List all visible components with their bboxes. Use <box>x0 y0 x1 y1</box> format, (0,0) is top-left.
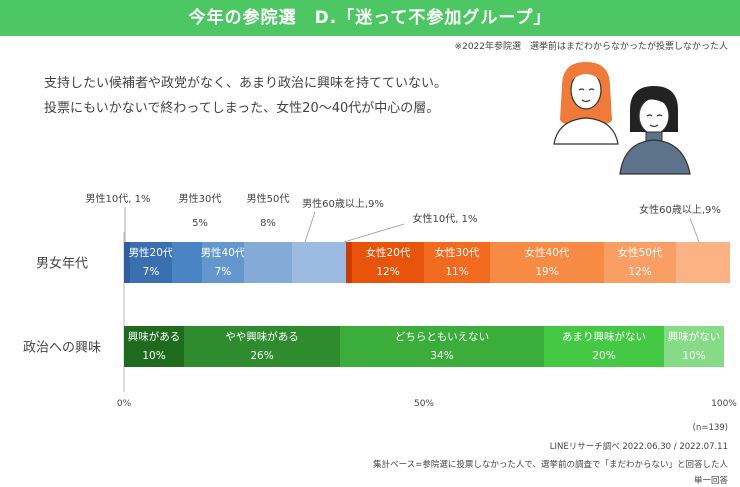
bar-segment <box>124 326 184 367</box>
segment-callout-value: 8% <box>260 218 276 229</box>
top-note: ※2022年参院選 選挙前はまだわからなかったが投票しなかった人 <box>454 42 728 52</box>
segment-value-label: 12% <box>376 266 399 278</box>
segment-label: 興味がある <box>128 330 181 343</box>
callout-leader-line <box>343 223 405 243</box>
segment-callout-label: 男性30代 <box>179 192 222 205</box>
segment-value-label: 26% <box>250 350 273 362</box>
segment-callout-label: 女性60歳以上,9% <box>639 203 721 216</box>
bar-segment <box>244 242 292 283</box>
row-label: 男女年代 <box>36 256 88 272</box>
segment-label: 女性30代 <box>435 246 480 259</box>
people-illustration-icon <box>553 62 691 175</box>
bar-segment <box>202 242 244 283</box>
bar-segment <box>490 242 604 283</box>
segment-label: 男性20代 <box>129 246 174 259</box>
segment-value-label: 7% <box>143 266 160 278</box>
woman-orange-hair-icon <box>553 62 619 145</box>
segment-value-label: 7% <box>215 266 232 278</box>
lead-line-1: 支持したい候補者や政党がなく、あまり政治に興味を持てていない。 <box>44 76 448 91</box>
page-title: 今年の参院選 D.「迷って不参加グループ」 <box>188 8 552 28</box>
segment-callout-label: 男性50代 <box>247 192 290 205</box>
segment-label: どちらともいえない <box>395 331 489 343</box>
segment-label: あまり興味がない <box>562 330 646 343</box>
bar-segment <box>424 242 490 283</box>
segment-callout-value: 5% <box>192 218 208 229</box>
bar-segment <box>184 326 340 367</box>
bar-segment <box>544 326 664 367</box>
segment-label: 女性50代 <box>618 246 663 259</box>
segment-label: 女性20代 <box>366 246 411 259</box>
callout-leader-line <box>304 211 316 243</box>
lead-line-2: 投票にもいかないで終わってしまった、女性20～40代が中心の層。 <box>44 101 440 116</box>
segment-value-label: 34% <box>430 350 453 362</box>
segment-value-label: 10% <box>142 350 165 362</box>
callout-leader-line <box>689 217 700 243</box>
bar-segment <box>124 242 130 283</box>
segment-label: やや興味がある <box>225 330 299 343</box>
segment-label: 女性40代 <box>525 246 570 259</box>
segment-label: 興味がない <box>668 330 721 343</box>
footer-n: (n=139) <box>692 423 728 433</box>
segment-value-label: 10% <box>682 350 705 362</box>
x-tick-label: 100% <box>711 399 737 409</box>
x-tick-label: 0% <box>117 399 132 409</box>
footer-answer-type: 単一回答 <box>693 476 728 486</box>
row-label: 政治への興味 <box>23 341 101 356</box>
bar-segment <box>604 242 676 283</box>
segment-callout-label: 男性10代, 1% <box>86 192 151 205</box>
segment-label: 男性40代 <box>201 246 246 259</box>
bar-segment <box>130 242 172 283</box>
title-bar: 今年の参院選 D.「迷って不参加グループ」 <box>0 0 740 36</box>
segment-callout-label: 男性60歳以上,9% <box>302 197 384 210</box>
x-tick-label: 50% <box>414 399 434 409</box>
bar-segment <box>676 242 730 283</box>
plot-area: 0% 50% 100% 男女年代 男性10代, 1% 男性20代 7% 男性30代 5% 男性40… <box>23 192 737 409</box>
bar-segment <box>352 242 424 283</box>
woman-dark-hair-icon <box>619 86 691 175</box>
segment-value-label: 19% <box>535 266 558 278</box>
bar-segment <box>172 242 202 283</box>
segment-callout-label: 女性10代, 1% <box>413 212 478 225</box>
bar-segment <box>340 326 544 367</box>
bar-segment <box>346 242 352 283</box>
segment-value-label: 11% <box>445 266 468 278</box>
bar-segment <box>664 326 724 367</box>
footer-base: 集計ベース=参院選に投票しなかった人で、選挙前の調査で「まだわからない」と回答し… <box>373 460 728 470</box>
segment-value-label: 20% <box>592 350 615 362</box>
segment-value-label: 12% <box>628 266 651 278</box>
bar-segment <box>292 242 346 283</box>
footer-source: LINEリサーチ調べ 2022.06.30 / 2022.07.11 <box>549 442 728 452</box>
